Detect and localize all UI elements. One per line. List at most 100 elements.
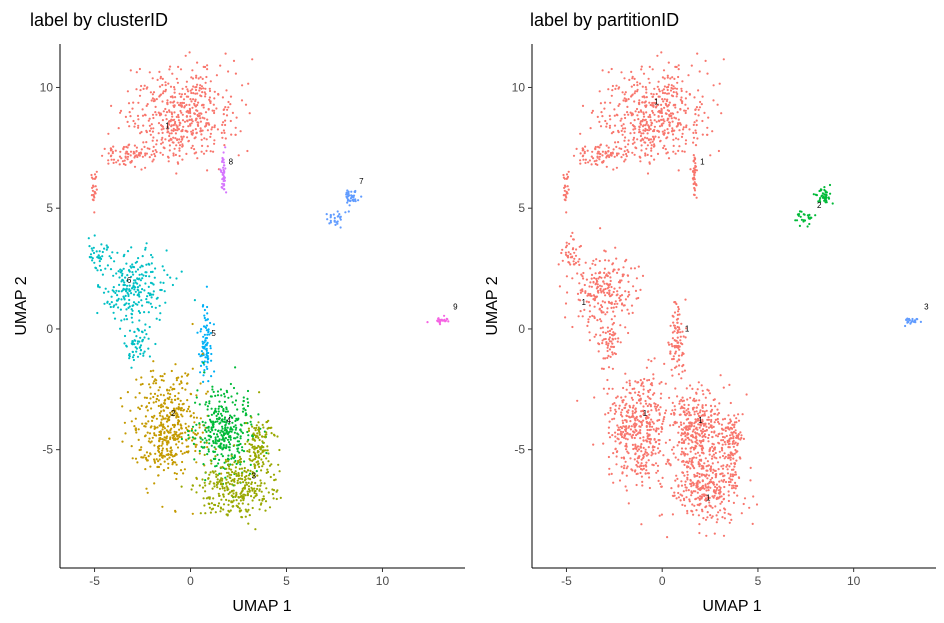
data-point — [155, 400, 158, 403]
data-point — [274, 478, 277, 481]
data-point — [672, 321, 675, 324]
data-point — [206, 426, 209, 429]
data-point — [620, 434, 623, 437]
data-point — [169, 85, 173, 88]
data-point — [167, 417, 170, 420]
data-point — [626, 465, 629, 468]
data-point — [564, 316, 567, 319]
data-point — [244, 484, 247, 487]
cluster-label: 1 — [685, 324, 690, 333]
data-point — [637, 448, 641, 451]
data-point — [120, 274, 124, 277]
data-point — [216, 390, 220, 393]
data-point — [627, 409, 630, 412]
data-point — [265, 433, 268, 436]
data-point — [701, 389, 704, 392]
data-point — [253, 463, 256, 466]
data-point — [738, 476, 741, 480]
data-point — [161, 415, 164, 418]
data-point — [586, 324, 589, 327]
data-point — [222, 151, 225, 154]
data-point — [719, 374, 722, 377]
data-point — [625, 489, 628, 492]
data-point — [593, 305, 596, 308]
data-point — [681, 406, 685, 409]
data-point — [723, 474, 726, 477]
data-point — [191, 120, 194, 123]
data-point — [259, 503, 262, 506]
data-point — [707, 489, 710, 492]
data-point — [143, 435, 147, 438]
data-point — [624, 136, 627, 139]
data-point — [709, 478, 712, 481]
data-point — [151, 375, 154, 378]
data-point — [686, 398, 689, 401]
data-point — [724, 443, 727, 446]
data-point — [631, 112, 634, 115]
data-point — [265, 421, 268, 424]
data-point — [631, 124, 635, 127]
data-point — [266, 445, 269, 448]
data-point — [669, 350, 672, 353]
data-point — [159, 112, 162, 115]
data-point — [131, 342, 134, 345]
data-point — [680, 434, 683, 437]
data-point — [820, 195, 823, 198]
data-point — [579, 291, 583, 294]
data-point — [693, 446, 696, 449]
data-point — [695, 456, 698, 459]
data-point — [742, 502, 745, 506]
data-point — [227, 100, 230, 104]
data-point — [225, 445, 228, 448]
data-point — [722, 493, 725, 496]
data-point — [259, 446, 262, 449]
data-point — [673, 324, 677, 327]
data-point — [206, 129, 209, 132]
data-point — [164, 107, 167, 111]
data-point — [623, 130, 626, 133]
data-point — [624, 116, 627, 120]
data-point — [196, 61, 199, 64]
data-point — [649, 442, 652, 445]
data-point — [250, 486, 253, 489]
data-point — [574, 254, 578, 257]
data-point — [677, 118, 680, 121]
data-point — [132, 358, 135, 362]
data-point — [686, 453, 689, 456]
data-point — [176, 446, 180, 449]
data-point — [161, 428, 164, 431]
data-point — [592, 280, 595, 284]
data-point — [236, 436, 239, 439]
data-point — [598, 152, 601, 155]
data-point — [639, 288, 642, 291]
data-point — [650, 418, 653, 421]
data-point — [686, 465, 689, 468]
data-point — [609, 279, 612, 283]
data-point — [579, 162, 582, 165]
data-point — [656, 419, 659, 422]
data-point — [177, 392, 180, 395]
data-point — [686, 512, 689, 515]
data-point — [218, 487, 222, 490]
data-point — [696, 491, 699, 494]
data-point — [207, 429, 210, 432]
data-point — [208, 497, 211, 500]
data-point — [172, 437, 175, 440]
data-point — [187, 430, 190, 433]
data-point — [668, 115, 671, 118]
data-point — [207, 380, 210, 383]
data-point — [219, 168, 222, 171]
data-point — [169, 386, 172, 389]
data-point — [253, 491, 256, 495]
data-point — [618, 442, 621, 445]
data-point — [693, 425, 696, 428]
data-point — [205, 349, 208, 352]
data-point — [161, 456, 164, 459]
data-point — [656, 54, 659, 57]
data-point — [179, 68, 183, 71]
data-point — [122, 267, 125, 270]
data-point — [565, 177, 568, 180]
data-point — [213, 90, 216, 93]
data-point — [698, 523, 701, 526]
data-point — [107, 152, 110, 155]
